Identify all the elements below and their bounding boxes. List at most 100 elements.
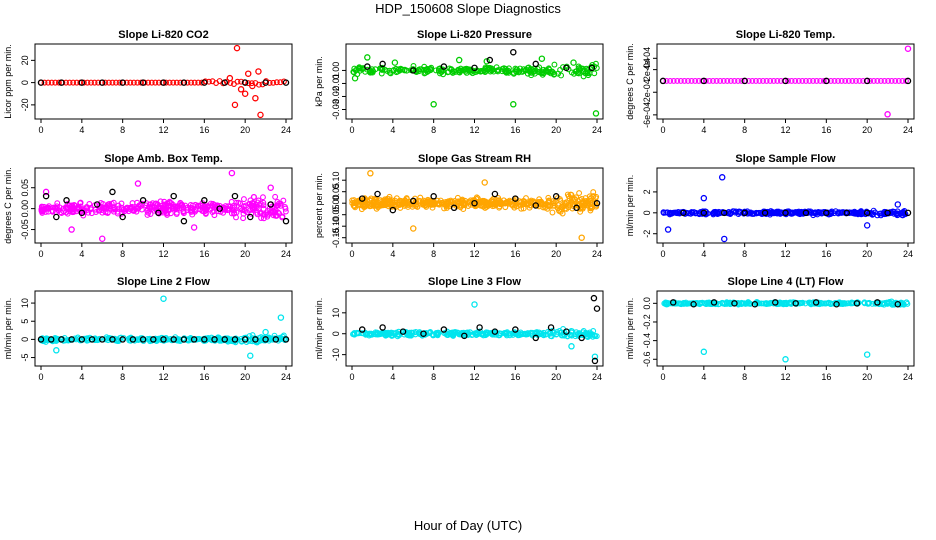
data-point-black [252,336,259,343]
cloud-point [549,209,556,216]
cloud-point [715,209,722,216]
x-tick-label: 4 [701,249,706,259]
cloud-point [808,301,814,308]
data-point-colored [391,59,399,66]
data-point-black [160,336,167,343]
x-tick-label: 24 [281,249,291,259]
panel-title: Slope Line 4 (LT) Flow [728,276,844,288]
data-point-colored [721,235,728,243]
cloud-point [406,329,413,336]
data-point-black [904,77,912,85]
cloud-point [173,79,180,86]
cloud-point [795,77,802,84]
cloud-point [373,205,380,212]
data-point-black [139,336,147,343]
cloud-point [711,209,718,216]
cloud-point [69,203,76,210]
x-tick-label: 8 [120,125,125,135]
cloud-point [820,77,827,84]
panel-title: Slope Amb. Box Temp. [104,153,223,165]
y-tick-label: 0 [642,210,652,215]
data-point-colored [568,343,575,350]
cloud-point [136,336,143,343]
cloud-point [576,190,583,197]
cloud-point [113,79,119,86]
cloud-point [795,208,802,215]
cloud-point [55,79,62,86]
cloud-point [895,77,902,84]
cloud-point [482,330,489,337]
cloud-point [402,329,409,335]
cloud-point [438,68,445,75]
cloud-point [888,209,895,216]
x-tick-label: 8 [120,249,125,259]
cloud-point [806,77,813,84]
cloud-point [110,208,117,215]
x-tick-label: 4 [390,372,395,382]
cloud-point [251,194,257,200]
data-point-colored [664,226,672,233]
cloud-point [127,79,134,86]
data-point-black [863,209,871,217]
cloud-point [588,194,595,201]
data-point-black [471,64,478,72]
cloud-point [505,199,512,206]
cloud-point [245,80,252,87]
cloud-point [175,335,181,342]
cloud-point [473,332,480,338]
cloud-point [189,208,196,215]
data-point-black [374,190,381,198]
cloud-point [423,330,430,336]
cloud-point [78,206,85,212]
data-point-colored [277,314,285,321]
y-tick-label: -0.03 [331,99,341,120]
cloud-point [426,65,433,72]
cloud-point [271,332,278,339]
cloud-point [250,205,257,212]
cloud-point [860,77,867,84]
data-point-black [491,190,499,198]
cloud-point [664,301,671,308]
cloud-point [480,199,487,206]
cloud-point [575,65,582,72]
data-point-black [78,336,86,343]
x-tick-label: 4 [79,125,84,135]
cloud-point [549,202,556,209]
data-point-colored [42,188,50,196]
cloud-point [164,336,171,343]
cloud-point [279,214,286,221]
data-point-black [282,79,290,86]
data-point-black [552,193,560,200]
cloud-point [512,68,519,75]
data-point-black [170,192,177,200]
data-point-black [512,195,519,202]
data-point-black [58,336,65,343]
data-point-black [823,209,830,217]
cloud-point [228,210,235,217]
data-point-black [68,336,75,343]
x-tick-label: 8 [431,125,436,135]
cloud-point [92,337,99,344]
data-point-black [510,48,517,56]
cloud-point [240,210,247,217]
cloud-point [163,79,170,86]
cloud-point [685,77,691,84]
cloud-point [276,210,283,217]
data-point-black [476,324,483,331]
cloud-point [105,209,111,216]
cloud-point [248,210,255,217]
cloud-point [767,209,774,216]
data-point-black [180,79,188,86]
cloud-point [557,66,564,73]
data-point-colored [700,348,708,356]
data-point-colored [190,224,198,231]
cloud-point [870,77,877,84]
cloud-point [817,77,824,84]
data-point-black [669,299,677,306]
cloud-point [467,68,474,75]
x-tick-label: 4 [79,249,84,259]
x-tick-label: 24 [903,125,913,135]
y-tick-label: 0 [20,337,30,342]
data-point-colored [718,174,726,181]
cloud-point [483,204,490,210]
